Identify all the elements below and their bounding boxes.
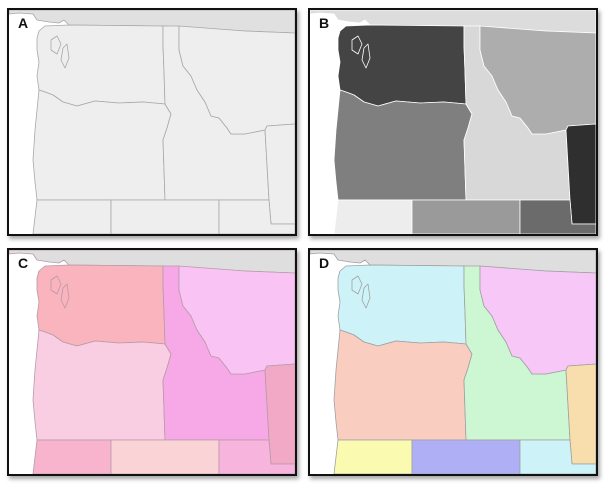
california-state [333,199,413,234]
oregon-state [333,89,473,201]
panel-label: A [18,15,29,31]
california-state [333,439,413,474]
puget-sound-islands [50,35,70,69]
california-state [32,199,112,234]
puget-sound-islands [351,35,371,69]
map-panel-b: B [308,8,598,236]
nevada-state [110,199,220,234]
pacific-northwest-map [310,10,596,234]
california-state [32,439,112,474]
nevada-state [110,439,220,474]
utah-state [218,439,295,474]
puget-sound-islands [351,275,371,309]
montana-state [178,25,295,135]
oregon-state [32,329,172,441]
pacific-northwest-map [9,250,295,474]
oregon-state [32,89,172,201]
pacific-northwest-map [310,250,596,474]
utah-state [218,199,295,234]
montana-state [178,265,295,375]
nevada-state [411,199,521,234]
oregon-state [333,329,473,441]
montana-state [479,265,596,375]
nevada-state [411,439,521,474]
panel-label: C [18,255,29,271]
panel-label: B [319,15,330,31]
utah-state [519,439,596,474]
map-panel-a: A [7,8,297,236]
puget-sound-islands [50,275,70,309]
map-panel-c: C [7,248,297,476]
pacific-northwest-map [9,10,295,234]
map-panel-d: D [308,248,598,476]
montana-state [479,25,596,135]
utah-state [519,199,596,234]
panel-label: D [319,255,330,271]
